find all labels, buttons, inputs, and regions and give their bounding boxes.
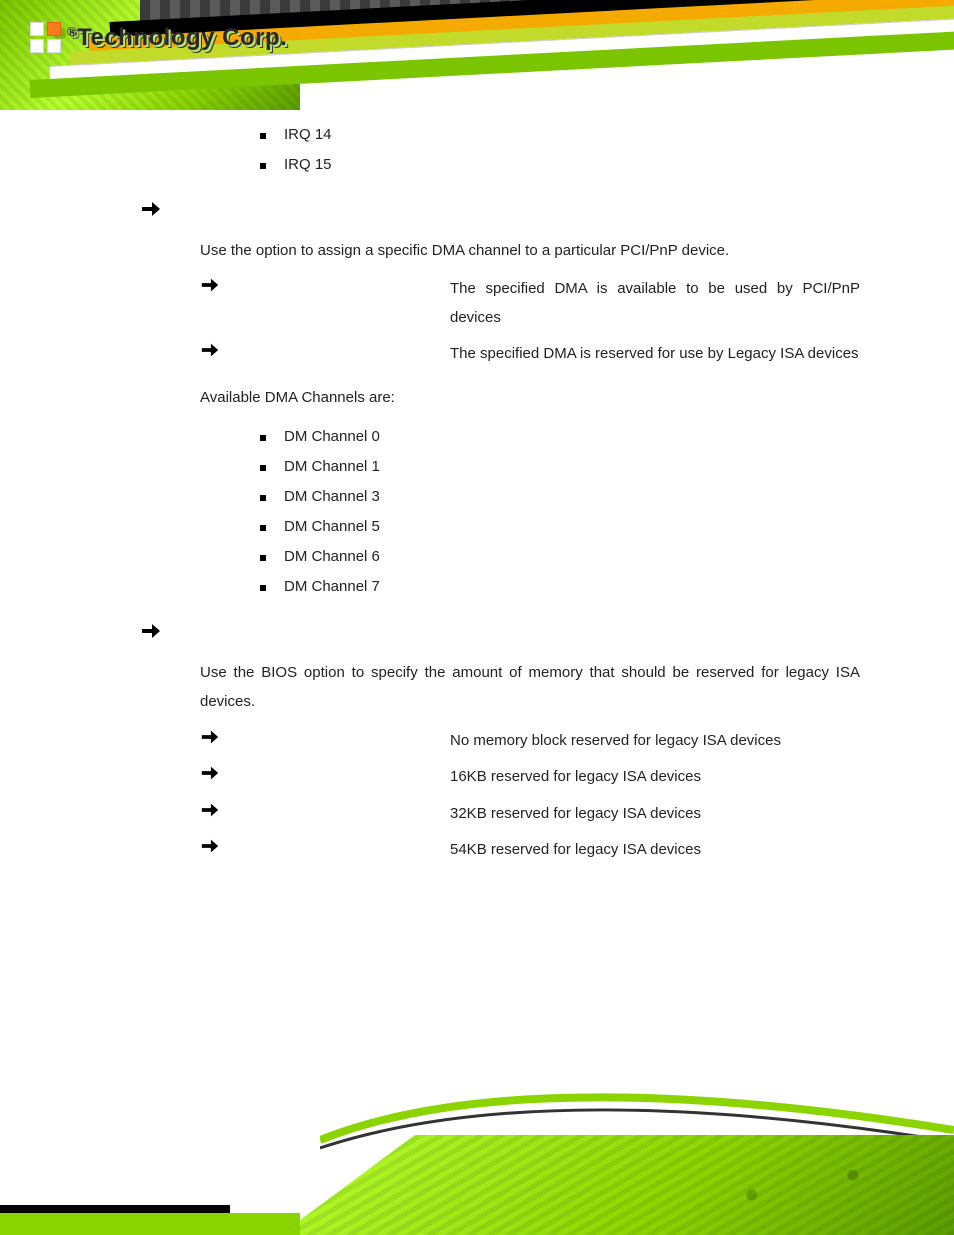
option-label-blank (230, 836, 440, 838)
list-item: DM Channel 3 (260, 482, 860, 512)
page: ®®Technology Corp.Technology Corp. IRQ 1… (0, 0, 954, 1235)
footer-pcb-texture (280, 1135, 954, 1235)
brand-logo: ®®Technology Corp.Technology Corp. (30, 22, 287, 53)
square-bullet-icon (260, 585, 266, 591)
header-decoration: ®®Technology Corp.Technology Corp. (0, 0, 954, 110)
arrow-right-icon (200, 275, 220, 295)
footer-green-bar (0, 1213, 300, 1235)
page-content: IRQ 14 IRQ 15 Use the option to assign a… (140, 120, 860, 873)
square-bullet-icon (260, 435, 266, 441)
option-label-blank (230, 800, 440, 802)
option-description: The specified DMA is available to be use… (450, 275, 860, 332)
option-row: 54KB reserved for legacy ISA devices (200, 836, 860, 865)
list-item: DM Channel 1 (260, 452, 860, 482)
dma-section-marker (140, 198, 860, 220)
arrow-right-icon (200, 340, 220, 360)
arrow-right-icon (200, 800, 220, 820)
option-description: 54KB reserved for legacy ISA devices (450, 836, 860, 865)
list-item-label: DM Channel 1 (284, 452, 380, 482)
list-item-label: DM Channel 3 (284, 482, 380, 512)
list-item-label: IRQ 14 (284, 120, 332, 150)
list-item-label: DM Channel 7 (284, 572, 380, 602)
list-item-label: DM Channel 6 (284, 542, 380, 572)
footer-black-bar (0, 1205, 230, 1213)
dma-intro-paragraph: Use the option to assign a specific DMA … (200, 236, 860, 265)
mem-intro-paragraph: Use the BIOS option to specify the amoun… (200, 658, 860, 717)
option-description: 16KB reserved for legacy ISA devices (450, 763, 860, 792)
square-bullet-icon (260, 555, 266, 561)
dma-channels-heading: Available DMA Channels are: (200, 383, 860, 412)
option-row: 16KB reserved for legacy ISA devices (200, 763, 860, 792)
option-label-blank (230, 763, 440, 765)
mem-options: No memory block reserved for legacy ISA … (200, 727, 860, 865)
option-row: The specified DMA is available to be use… (200, 275, 860, 332)
square-bullet-icon (260, 465, 266, 471)
logo-mark-icon (30, 22, 61, 53)
option-row: 32KB reserved for legacy ISA devices (200, 800, 860, 829)
option-row: No memory block reserved for legacy ISA … (200, 727, 860, 756)
list-item-label: DM Channel 0 (284, 422, 380, 452)
option-description: No memory block reserved for legacy ISA … (450, 727, 860, 756)
arrow-right-icon (140, 198, 860, 220)
dma-channel-list: DM Channel 0 DM Channel 1 DM Channel 3 D… (260, 422, 860, 602)
logo-text: ®®Technology Corp.Technology Corp. (67, 24, 287, 52)
header-pcb-texture (0, 0, 300, 110)
option-label-blank (230, 275, 440, 277)
list-item: DM Channel 7 (260, 572, 860, 602)
list-item: DM Channel 6 (260, 542, 860, 572)
irq-list: IRQ 14 IRQ 15 (260, 120, 860, 180)
footer-swoosh-icon (320, 1080, 954, 1150)
square-bullet-icon (260, 495, 266, 501)
list-item: IRQ 14 (260, 120, 860, 150)
option-label-blank (230, 727, 440, 729)
list-item-label: IRQ 15 (284, 150, 332, 180)
arrow-right-icon (200, 763, 220, 783)
footer-decoration (0, 1105, 954, 1235)
square-bullet-icon (260, 163, 266, 169)
list-item: IRQ 15 (260, 150, 860, 180)
option-description: The specified DMA is reserved for use by… (450, 340, 860, 369)
list-item-label: DM Channel 5 (284, 512, 380, 542)
square-bullet-icon (260, 525, 266, 531)
arrow-right-icon (140, 620, 860, 642)
option-row: The specified DMA is reserved for use by… (200, 340, 860, 369)
square-bullet-icon (260, 133, 266, 139)
option-label-blank (230, 340, 440, 342)
arrow-right-icon (200, 727, 220, 747)
mem-section-marker (140, 620, 860, 642)
list-item: DM Channel 5 (260, 512, 860, 542)
header-diagonal-stripes (0, 22, 954, 102)
dma-options: The specified DMA is available to be use… (200, 275, 860, 369)
arrow-right-icon (200, 836, 220, 856)
list-item: DM Channel 0 (260, 422, 860, 452)
option-description: 32KB reserved for legacy ISA devices (450, 800, 860, 829)
header-top-strip (140, 0, 954, 24)
